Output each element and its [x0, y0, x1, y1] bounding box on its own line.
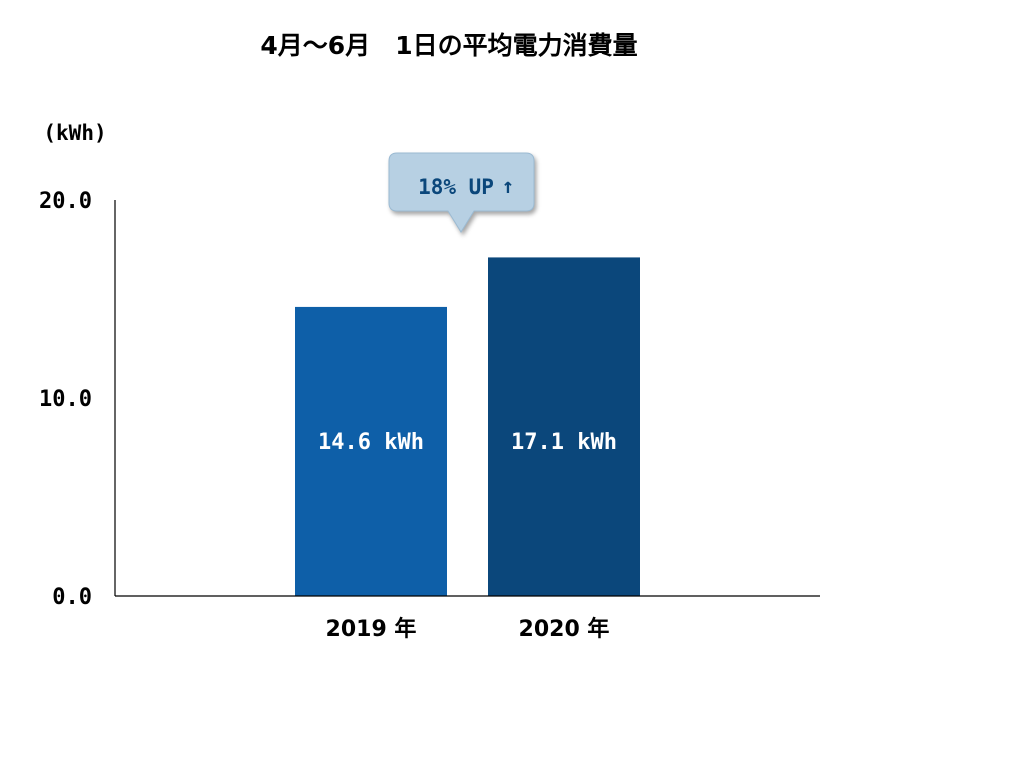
- bars: 14.6 kWh 17.1 kWh: [295, 257, 640, 596]
- x-category-label: 2019 年: [326, 616, 417, 642]
- y-axis-unit-label: (kWh): [43, 121, 106, 145]
- x-category-label: 2020 年: [519, 616, 610, 642]
- callout-bubble: [388, 152, 535, 233]
- y-tick-label: 20.0: [39, 189, 92, 214]
- y-tick-label: 10.0: [39, 387, 92, 412]
- chart-title: 4月～6月 1日の平均電力消費量: [260, 31, 637, 60]
- up-arrow-icon: ↑: [502, 174, 515, 198]
- x-axis-category-labels: 2019 年 2020 年: [326, 616, 610, 642]
- callout-text: 18% UP: [418, 175, 494, 199]
- callout-annotation: 18% UP ↑: [388, 152, 535, 233]
- y-axis-ticks: 0.0 10.0 20.0: [39, 189, 92, 610]
- bar: [295, 306, 447, 596]
- bar-value-label: 17.1 kWh: [511, 430, 617, 455]
- y-tick-label: 0.0: [52, 585, 92, 610]
- bar-value-label: 14.6 kWh: [318, 430, 424, 455]
- bar: [488, 257, 640, 596]
